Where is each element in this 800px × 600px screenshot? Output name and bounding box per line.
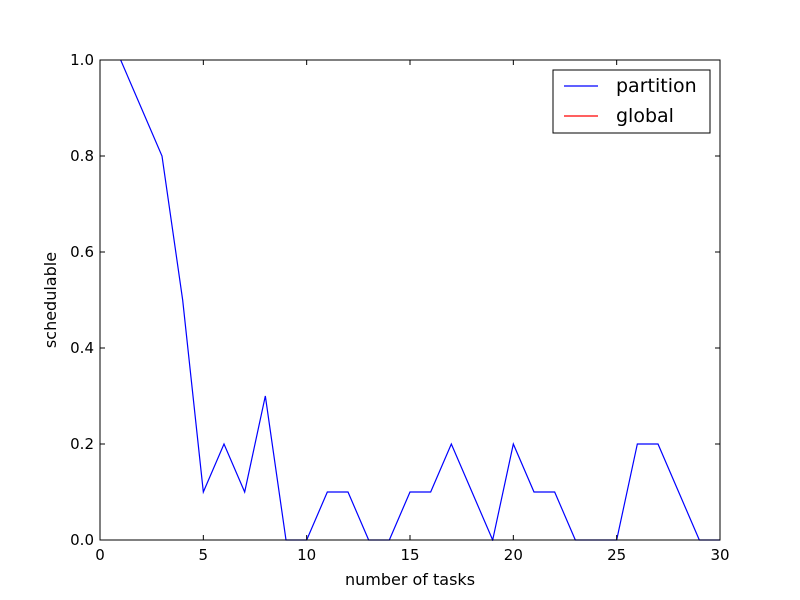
x-tick-label: 30	[710, 546, 729, 564]
tick-layer: 0 5 10 15 20 25 30 0.0 0.2 0.4 0.6 0.8 1.0	[70, 51, 729, 564]
legend: partition global	[552, 69, 711, 134]
x-tick-label: 10	[297, 546, 316, 564]
y-tick-label: 0.4	[70, 339, 94, 357]
legend-label-global: global	[616, 105, 674, 127]
legend-label-partition: partition	[616, 75, 697, 97]
x-tick-label: 5	[199, 546, 209, 564]
y-tick-label: 0.6	[70, 243, 94, 261]
x-tick-label: 20	[504, 546, 523, 564]
x-tick-label: 0	[95, 546, 105, 564]
x-tick-label: 25	[607, 546, 626, 564]
series-line-partition	[120, 59, 720, 541]
y-tick-label: 0.2	[70, 435, 94, 453]
legend-frame	[552, 69, 711, 134]
y-tick-label: 1.0	[70, 51, 94, 69]
y-axis-title: schedulable	[41, 252, 60, 348]
series-layer	[120, 59, 720, 541]
y-tick-label: 0.8	[70, 147, 94, 165]
y-tick-label: 0.0	[70, 531, 94, 549]
x-tick-label: 15	[400, 546, 419, 564]
x-axis-title: number of tasks	[345, 570, 475, 589]
